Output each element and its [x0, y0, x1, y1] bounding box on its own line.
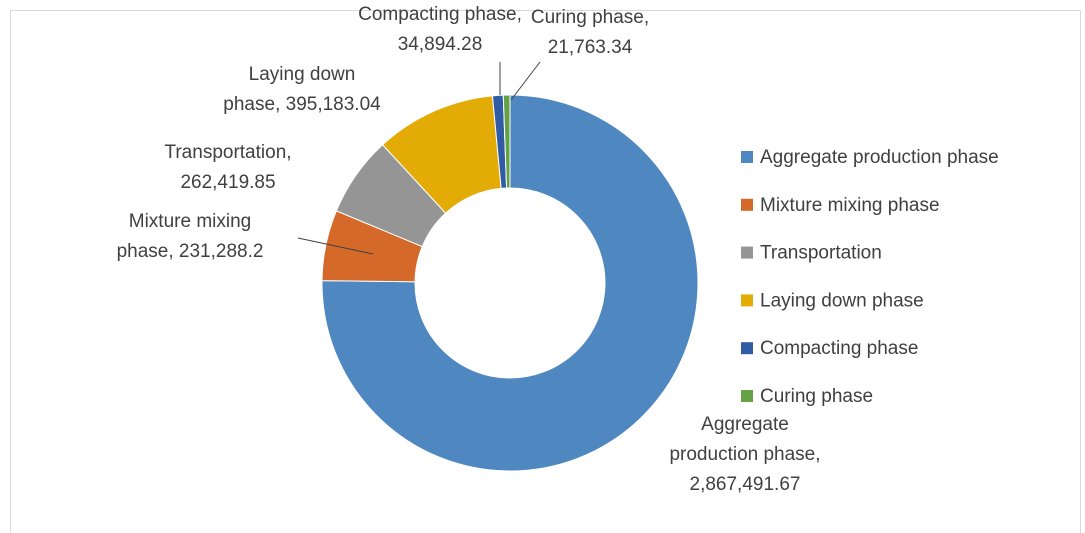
data-label: Curing phase 21,763.34 [525, 3, 655, 63]
donut-segment [321, 94, 699, 472]
label-value: 2,867,491.67 [689, 474, 801, 495]
label-value: 262,419.85 [180, 172, 276, 193]
data-label: Compacting phase 34,894.28 [350, 0, 530, 60]
legend-swatch [741, 390, 753, 402]
legend-swatch [741, 294, 753, 307]
label-category: Curing phase [531, 7, 649, 28]
label-category: Compacting phase [358, 4, 522, 25]
legend-label: Transportation [760, 243, 882, 264]
legend-label: Compacting phase [760, 338, 918, 359]
label-value: 34,894.28 [397, 34, 483, 55]
data-label: Transportation 262,419.85 [158, 138, 298, 198]
leader-line [510, 61, 541, 101]
legend-label: Aggregate production phase [760, 147, 999, 168]
label-value: 21,763.34 [547, 37, 633, 58]
legend-swatch [741, 246, 753, 259]
legend-label: Mixture mixing phase [760, 195, 940, 216]
legend-swatch [741, 342, 753, 355]
legend-label: Curing phase [760, 386, 873, 407]
frame [10, 10, 1081, 533]
label-category: Transportation [164, 142, 291, 163]
data-label: Aggregate production phase 2,867,491.67 [660, 410, 830, 500]
label-value: 395,183.04 [285, 94, 381, 115]
label-category: Aggregate production phase [669, 414, 820, 465]
legend-swatch [741, 198, 753, 211]
data-label: Laying down phase 395,183.04 [222, 60, 382, 120]
legend-label: Laying down phase [760, 290, 924, 311]
legend-swatch [741, 151, 753, 163]
data-label: Mixture mixing phase 231,288.2 [100, 207, 280, 267]
label-value: 231,288.2 [178, 241, 264, 262]
leader-line [297, 237, 374, 255]
donut-segment [502, 94, 511, 189]
